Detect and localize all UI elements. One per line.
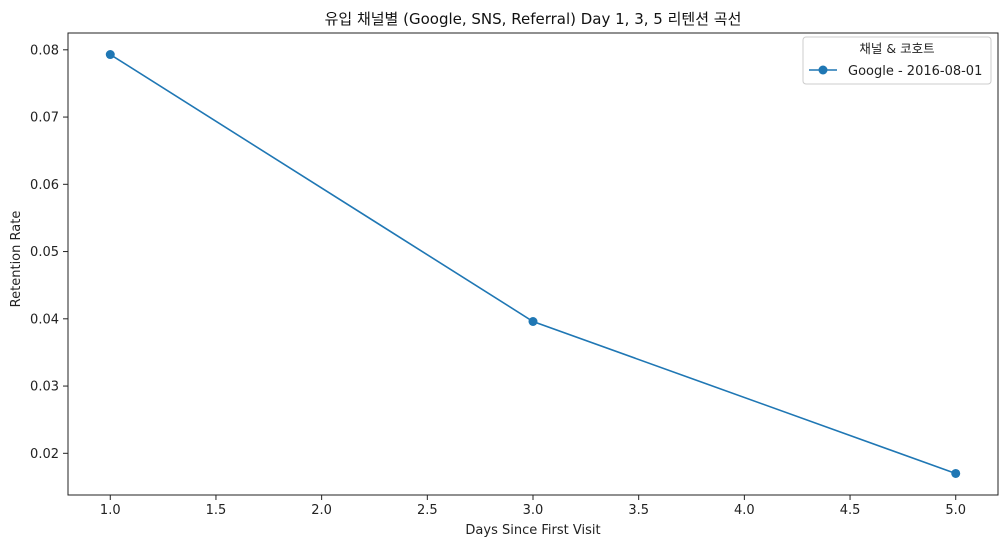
y-tick-label: 0.02 bbox=[30, 447, 59, 462]
x-tick-label: 4.5 bbox=[840, 503, 861, 518]
legend-marker bbox=[818, 65, 828, 75]
legend-box bbox=[802, 36, 992, 85]
legend-title: 채널 & 코호트 bbox=[859, 41, 934, 56]
x-tick-label: 3.5 bbox=[628, 503, 649, 518]
data-point bbox=[528, 316, 538, 326]
x-tick-label: 3.0 bbox=[523, 503, 544, 518]
x-axis-title: Days Since First Visit bbox=[465, 523, 600, 538]
x-tick-label: 2.0 bbox=[311, 503, 332, 518]
y-axis-ticks: 0.02 0.03 0.04 0.05 0.06 0.07 0.08 bbox=[30, 43, 68, 462]
plot-frame bbox=[67, 32, 999, 496]
x-tick-label: 4.0 bbox=[734, 503, 755, 518]
legend-entries: Google - 2016-08-01 bbox=[809, 64, 982, 79]
x-axis-ticks: 1.0 1.5 2.0 2.5 3.0 3.5 4.0 4.5 5.0 bbox=[100, 495, 966, 518]
legend: 채널 & 코호트 Google - 2016-08-01 bbox=[802, 36, 992, 85]
data-point bbox=[951, 468, 961, 478]
x-tick-label: 1.5 bbox=[206, 503, 227, 518]
chart-title: 유입 채널별 (Google, SNS, Referral) Day 1, 3,… bbox=[325, 10, 742, 28]
y-tick-label: 0.04 bbox=[30, 312, 59, 327]
y-tick-label: 0.03 bbox=[30, 380, 59, 395]
y-tick-label: 0.07 bbox=[30, 111, 59, 126]
y-tick-label: 0.08 bbox=[30, 43, 59, 58]
x-tick-label: 5.0 bbox=[945, 503, 966, 518]
y-axis-title: Retention Rate bbox=[9, 211, 24, 308]
legend-label: Google - 2016-08-01 bbox=[848, 64, 982, 79]
y-tick-label: 0.05 bbox=[30, 245, 59, 260]
x-tick-label: 2.5 bbox=[417, 503, 438, 518]
x-tick-label: 1.0 bbox=[100, 503, 121, 518]
data-point bbox=[105, 50, 115, 60]
series-layer bbox=[105, 50, 961, 478]
y-tick-label: 0.06 bbox=[30, 178, 59, 193]
